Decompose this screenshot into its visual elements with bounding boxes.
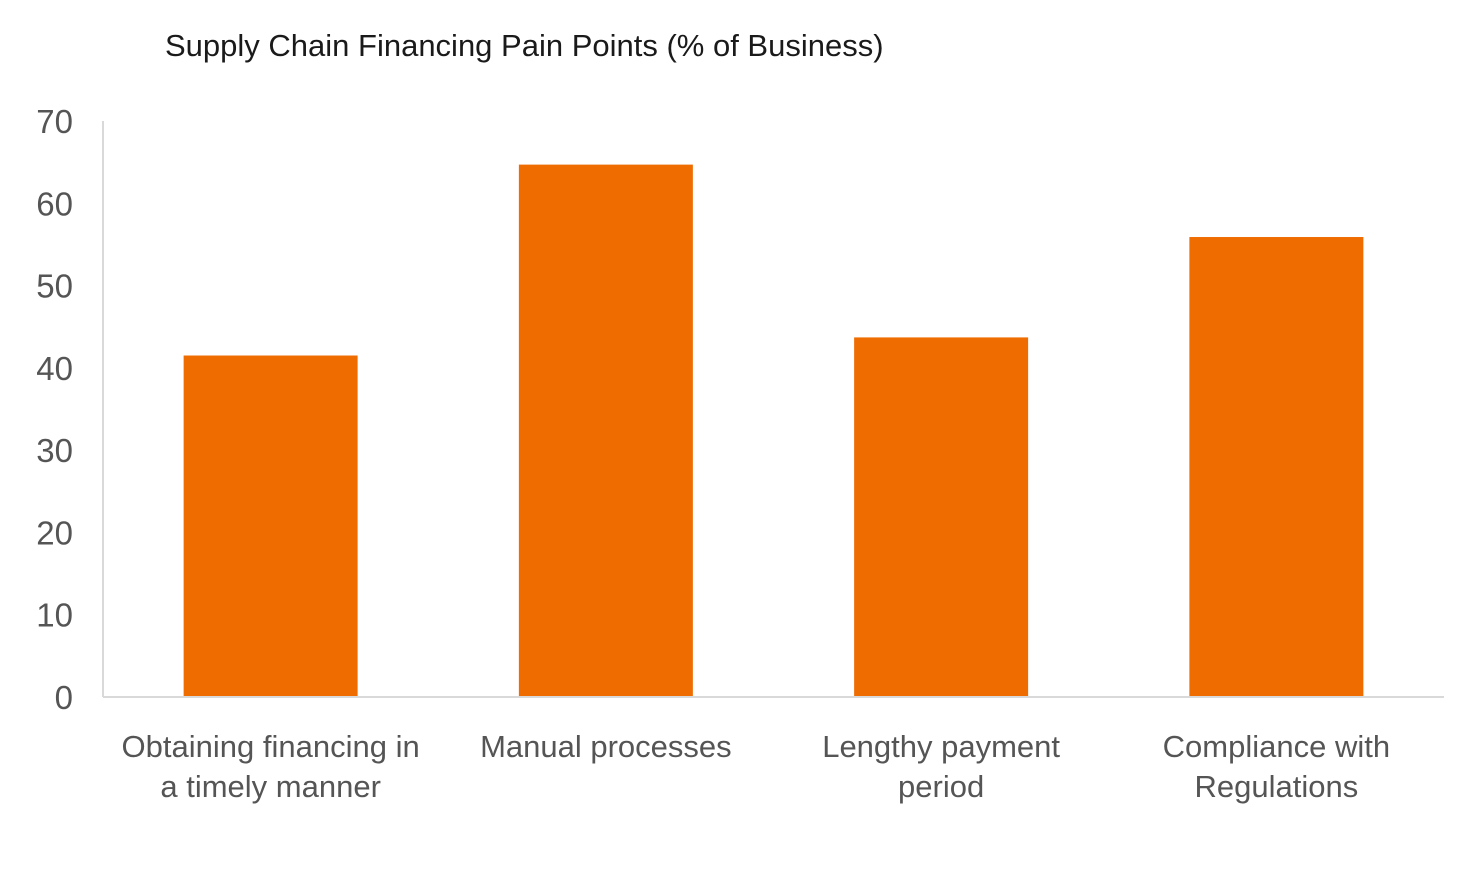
x-tick-label: Obtaining financing in a timely manner — [122, 729, 420, 804]
bar — [183, 355, 358, 697]
x-axis-ticks: Obtaining financing in a timely manner Man… — [122, 729, 1391, 804]
bar — [518, 164, 693, 697]
chart-title: Supply Chain Financing Pain Points (% of… — [165, 28, 884, 63]
x-tick-label: Lengthy payment period — [822, 729, 1060, 804]
y-tick-label: 50 — [36, 268, 73, 305]
y-tick-label: 30 — [36, 432, 73, 469]
bars-group — [183, 164, 1364, 697]
y-tick-label: 0 — [55, 679, 73, 716]
y-tick-label: 70 — [36, 103, 73, 140]
x-tick-label: Compliance with Regulations — [1163, 729, 1390, 804]
y-axis-ticks: 0 10 20 30 40 50 60 70 — [36, 103, 73, 716]
bar — [854, 337, 1029, 697]
y-tick-label: 20 — [36, 514, 73, 551]
y-tick-label: 40 — [36, 350, 73, 387]
bar — [1189, 237, 1364, 697]
y-tick-label: 60 — [36, 185, 73, 222]
y-tick-label: 10 — [36, 597, 73, 634]
x-tick-label: Manual processes — [480, 729, 732, 764]
